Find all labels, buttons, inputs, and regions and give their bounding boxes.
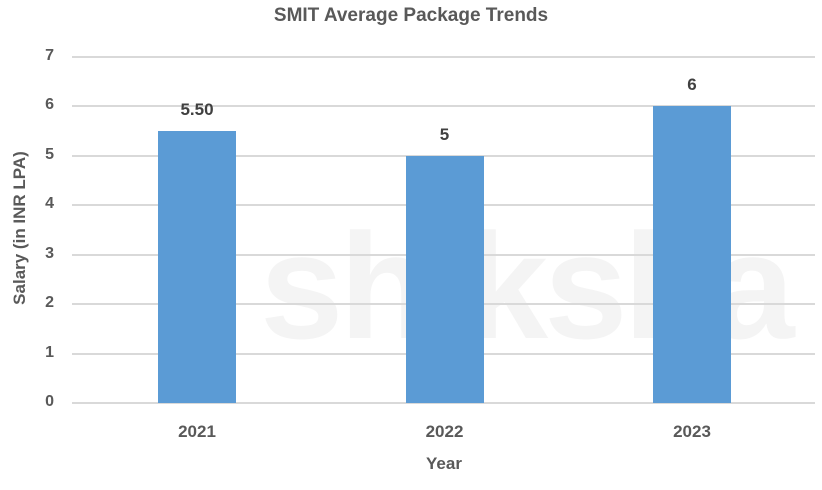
x-tick-label: 2023 <box>673 422 711 441</box>
gridline <box>72 56 815 58</box>
y-tick-label: 2 <box>45 294 54 312</box>
chart-title: SMIT Average Package Trends <box>273 5 549 26</box>
gridline <box>72 402 815 404</box>
data-label: 6 <box>687 75 697 95</box>
bar-2023 <box>653 106 731 403</box>
x-tick-label: 2021 <box>178 422 216 441</box>
data-label: 5 <box>439 124 450 144</box>
x-axis-label: Year <box>426 454 462 473</box>
y-tick-label: 1 <box>45 343 54 361</box>
y-tick-label: 0 <box>45 393 54 410</box>
y-tick-label: 4 <box>45 195 54 213</box>
y-tick-label: 3 <box>45 244 54 262</box>
y-tick-label: 7 <box>45 47 54 64</box>
bar-2022 <box>405 155 484 403</box>
bar-2021 <box>158 131 236 403</box>
y-tick-label: 5 <box>45 145 54 163</box>
y-tick-label: 6 <box>45 96 54 114</box>
x-tick-label: 2022 <box>425 422 464 441</box>
gridline <box>72 105 815 108</box>
data-label: 5.50 <box>180 100 214 120</box>
y-axis-label: Salary (in INR LPA) <box>10 151 29 305</box>
